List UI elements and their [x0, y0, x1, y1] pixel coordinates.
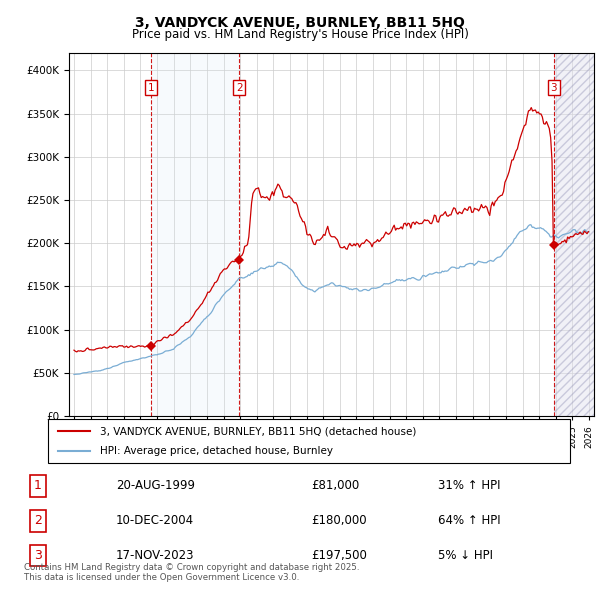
Text: HPI: Average price, detached house, Burnley: HPI: Average price, detached house, Burn…: [100, 446, 333, 455]
Text: 3: 3: [34, 549, 42, 562]
Text: Price paid vs. HM Land Registry's House Price Index (HPI): Price paid vs. HM Land Registry's House …: [131, 28, 469, 41]
Text: 17-NOV-2023: 17-NOV-2023: [116, 549, 194, 562]
Text: 2: 2: [236, 83, 242, 93]
Text: 3: 3: [550, 83, 557, 93]
Text: 20-AUG-1999: 20-AUG-1999: [116, 479, 194, 492]
Text: 2: 2: [34, 514, 42, 527]
FancyBboxPatch shape: [48, 419, 570, 463]
Text: £180,000: £180,000: [311, 514, 367, 527]
Text: 31% ↑ HPI: 31% ↑ HPI: [438, 479, 501, 492]
Text: £197,500: £197,500: [311, 549, 367, 562]
Text: 1: 1: [34, 479, 42, 492]
Text: £81,000: £81,000: [311, 479, 360, 492]
Text: 3, VANDYCK AVENUE, BURNLEY, BB11 5HQ (detached house): 3, VANDYCK AVENUE, BURNLEY, BB11 5HQ (de…: [100, 427, 416, 436]
Bar: [151, 53, 239, 416]
Text: 1: 1: [148, 83, 154, 93]
Text: 10-DEC-2004: 10-DEC-2004: [116, 514, 194, 527]
Text: 64% ↑ HPI: 64% ↑ HPI: [438, 514, 501, 527]
Text: 5% ↓ HPI: 5% ↓ HPI: [438, 549, 493, 562]
Bar: [554, 53, 594, 416]
Text: 3, VANDYCK AVENUE, BURNLEY, BB11 5HQ: 3, VANDYCK AVENUE, BURNLEY, BB11 5HQ: [135, 16, 465, 30]
Text: Contains HM Land Registry data © Crown copyright and database right 2025.
This d: Contains HM Land Registry data © Crown c…: [24, 563, 359, 582]
